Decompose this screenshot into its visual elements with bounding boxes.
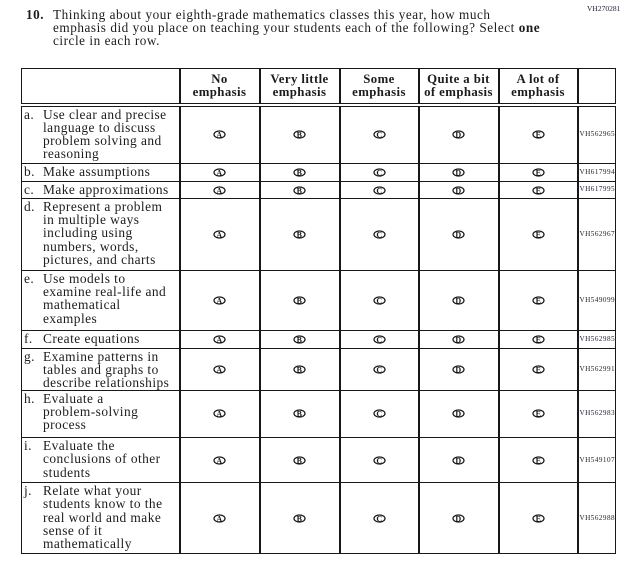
svg-text:D: D [455,365,461,374]
svg-text:C: C [376,410,382,419]
svg-text:E: E [535,296,541,305]
svg-text:A: A [216,335,222,344]
svg-text:E: E [535,131,541,140]
svg-text:C: C [376,514,382,523]
svg-text:A: A [216,296,222,305]
svg-text:B: B [297,335,303,344]
svg-text:D: D [455,186,461,195]
svg-text:D: D [455,131,461,140]
svg-text:E: E [535,335,541,344]
svg-text:B: B [297,186,303,195]
svg-text:A: A [216,456,222,465]
svg-text:C: C [376,365,382,374]
svg-text:B: B [297,410,303,419]
svg-text:D: D [455,230,461,239]
svg-text:B: B [297,230,303,239]
svg-text:B: B [297,296,303,305]
svg-text:D: D [455,335,461,344]
svg-text:A: A [216,186,222,195]
svg-text:E: E [535,514,541,523]
svg-text:D: D [455,456,461,465]
svg-text:A: A [216,514,222,523]
svg-text:B: B [297,365,303,374]
svg-text:B: B [297,168,303,177]
svg-text:A: A [216,131,222,140]
svg-text:A: A [216,365,222,374]
svg-text:D: D [455,168,461,177]
svg-text:C: C [376,168,382,177]
svg-text:D: D [455,410,461,419]
svg-text:C: C [376,131,382,140]
svg-text:C: C [376,335,382,344]
svg-text:E: E [535,168,541,177]
svg-text:B: B [297,514,303,523]
svg-text:A: A [216,230,222,239]
svg-text:A: A [216,410,222,419]
svg-text:C: C [376,186,382,195]
svg-text:E: E [535,456,541,465]
svg-text:B: B [297,456,303,465]
svg-text:E: E [535,410,541,419]
svg-text:D: D [455,296,461,305]
svg-text:E: E [535,230,541,239]
svg-text:C: C [376,456,382,465]
svg-text:A: A [216,168,222,177]
svg-text:D: D [455,514,461,523]
svg-text:E: E [535,365,541,374]
svg-text:C: C [376,296,382,305]
svg-text:E: E [535,186,541,195]
svg-text:B: B [297,131,303,140]
svg-text:C: C [376,230,382,239]
